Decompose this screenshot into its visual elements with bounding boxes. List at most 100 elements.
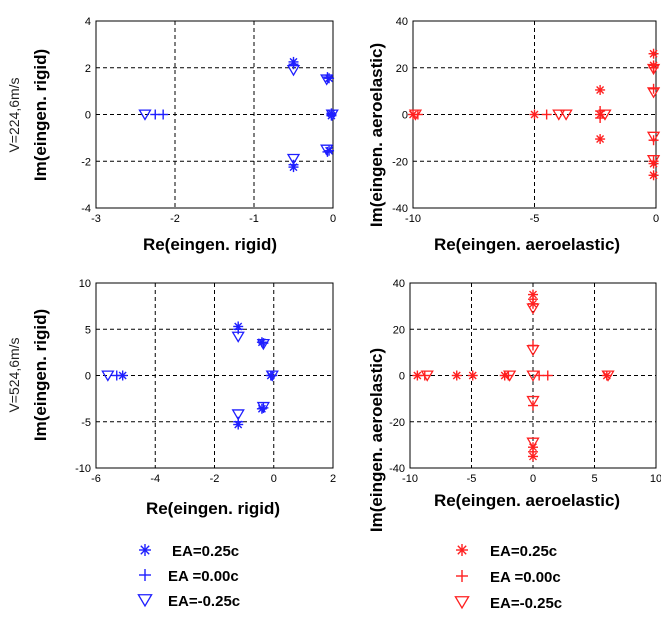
plot-area-0: -3 -2 -1 0 -4 -2 0 2 4 xyxy=(81,16,339,225)
data-point-triangle xyxy=(231,409,245,421)
x-tick-label: -4 xyxy=(150,473,160,485)
data-point-star xyxy=(451,370,462,381)
data-point-triangle xyxy=(325,109,339,121)
y-tick-label: 40 xyxy=(396,16,408,28)
data-point-triangle xyxy=(286,153,301,166)
data-point-star xyxy=(595,84,606,95)
y-tick-label: 0 xyxy=(85,371,91,383)
legend-marker-triangle xyxy=(137,594,153,608)
data-point-triangle xyxy=(598,109,612,121)
x-tick-label: 0 xyxy=(653,213,659,225)
data-point-triangle xyxy=(408,109,423,121)
data-point-star xyxy=(648,170,659,181)
x-tick-label: 2 xyxy=(330,473,336,485)
x-tick-label: -5 xyxy=(530,213,540,225)
y-axis-label: Im(eingen. aeroelastic) xyxy=(367,43,386,227)
data-point-triangle xyxy=(320,74,334,86)
legend-marker-triangle xyxy=(454,596,470,610)
legend-marker-plus xyxy=(139,569,151,581)
y-tick-label: 10 xyxy=(79,278,91,290)
plot-frame xyxy=(95,282,334,469)
data-point-triangle xyxy=(526,437,540,449)
data-point-triangle xyxy=(526,303,540,315)
data-point-plus xyxy=(150,109,161,120)
x-tick-label: 10 xyxy=(650,473,661,485)
data-point-plus xyxy=(111,370,122,381)
y-tick-label: -40 xyxy=(392,203,408,215)
data-point-triangle xyxy=(265,370,279,382)
data-point-triangle xyxy=(256,401,271,414)
y-tick-label: -20 xyxy=(389,417,405,429)
data-point-star xyxy=(648,48,659,59)
data-point-star xyxy=(595,134,606,145)
x-tick-label: -2 xyxy=(210,473,220,485)
data-point-triangle xyxy=(526,395,540,408)
x-tick-label: 0 xyxy=(330,213,336,225)
data-point-star xyxy=(467,370,478,381)
panel-top-left: V=224,6m/s Im(eingen. rigid) Re(eingen. … xyxy=(6,49,277,254)
data-point-triangle xyxy=(646,155,661,167)
legend-label: EA=-0.25c xyxy=(168,593,240,610)
data-point-triangle xyxy=(526,370,540,382)
x-tick-label: -10 xyxy=(402,473,418,485)
data-point-triangle xyxy=(138,109,152,121)
legend-marker-star xyxy=(139,544,151,556)
legend-marker-star xyxy=(456,544,468,556)
y-tick-label: 20 xyxy=(396,63,408,75)
panel-top-right: Im(eingen. aeroelastic) Re(eingen. aeroe… xyxy=(367,43,620,254)
data-point-star xyxy=(529,109,540,120)
y-tick-label: -20 xyxy=(392,156,408,168)
y-axis-label: Im(eingen. aeroelastic) xyxy=(367,348,386,532)
y-tick-label: -10 xyxy=(75,463,91,475)
y-tick-label: 2 xyxy=(85,63,91,75)
data-point-plus xyxy=(648,83,659,94)
velocity-label: V=524,6m/s xyxy=(6,337,22,412)
x-tick-label: -5 xyxy=(467,473,477,485)
data-point-triangle xyxy=(502,370,517,382)
panel-bottom-left: V=524,6m/s Im(eingen. rigid) Re(eingen. … xyxy=(6,309,280,518)
data-point-triangle xyxy=(559,109,573,121)
data-point-triangle xyxy=(646,131,661,143)
data-point-triangle xyxy=(256,338,271,351)
x-tick-label: 0 xyxy=(271,473,277,485)
legend-label: EA =0.00c xyxy=(490,569,561,586)
data-point-plus xyxy=(542,370,553,381)
x-tick-label: -10 xyxy=(405,213,421,225)
x-tick-label: 0 xyxy=(530,473,536,485)
y-tick-label: 0 xyxy=(402,110,408,122)
y-tick-label: 0 xyxy=(85,110,91,122)
x-axis-label: Re(eingen. rigid) xyxy=(143,235,277,254)
plot-area-1: -10 -5 0 -40 -20 0 20 40 xyxy=(392,16,661,225)
data-point-plus xyxy=(541,109,552,120)
y-tick-label: -4 xyxy=(81,203,91,215)
data-point-triangle xyxy=(646,63,661,76)
data-point-plus xyxy=(648,135,659,146)
y-tick-label: -40 xyxy=(389,463,405,475)
data-point-triangle xyxy=(526,345,540,357)
panel-bottom-right: Im(eingen. aeroelastic) Re(eingen. aeroe… xyxy=(367,348,620,532)
data-point-triangle xyxy=(646,87,661,99)
data-point-triangle xyxy=(601,370,615,382)
y-tick-label: 5 xyxy=(85,324,91,336)
x-tick-label: -3 xyxy=(91,213,101,225)
x-axis-label: Re(eingen. rigid) xyxy=(146,499,280,518)
y-tick-label: 20 xyxy=(393,324,405,336)
y-tick-label: -5 xyxy=(81,417,91,429)
legend-label: EA=0.25c xyxy=(172,543,239,560)
x-tick-label: 5 xyxy=(591,473,597,485)
legend-label: EA=0.25c xyxy=(490,543,557,560)
data-point-triangle xyxy=(552,109,566,121)
y-tick-label: 40 xyxy=(393,278,405,290)
data-point-triangle xyxy=(231,331,245,343)
data-point-triangle xyxy=(286,65,301,77)
velocity-label: V=224,6m/s xyxy=(6,77,22,152)
legend-label: EA =0.00c xyxy=(168,568,239,585)
y-tick-label: 4 xyxy=(85,16,91,28)
y-tick-label: -2 xyxy=(81,156,91,168)
legend-marker-plus xyxy=(456,570,468,582)
y-axis-label: Im(eingen. rigid) xyxy=(31,309,50,441)
data-point-plus xyxy=(288,59,299,70)
plot-area-3: -10 -5 0 5 10 -40 -20 0 20 40 xyxy=(389,278,661,485)
